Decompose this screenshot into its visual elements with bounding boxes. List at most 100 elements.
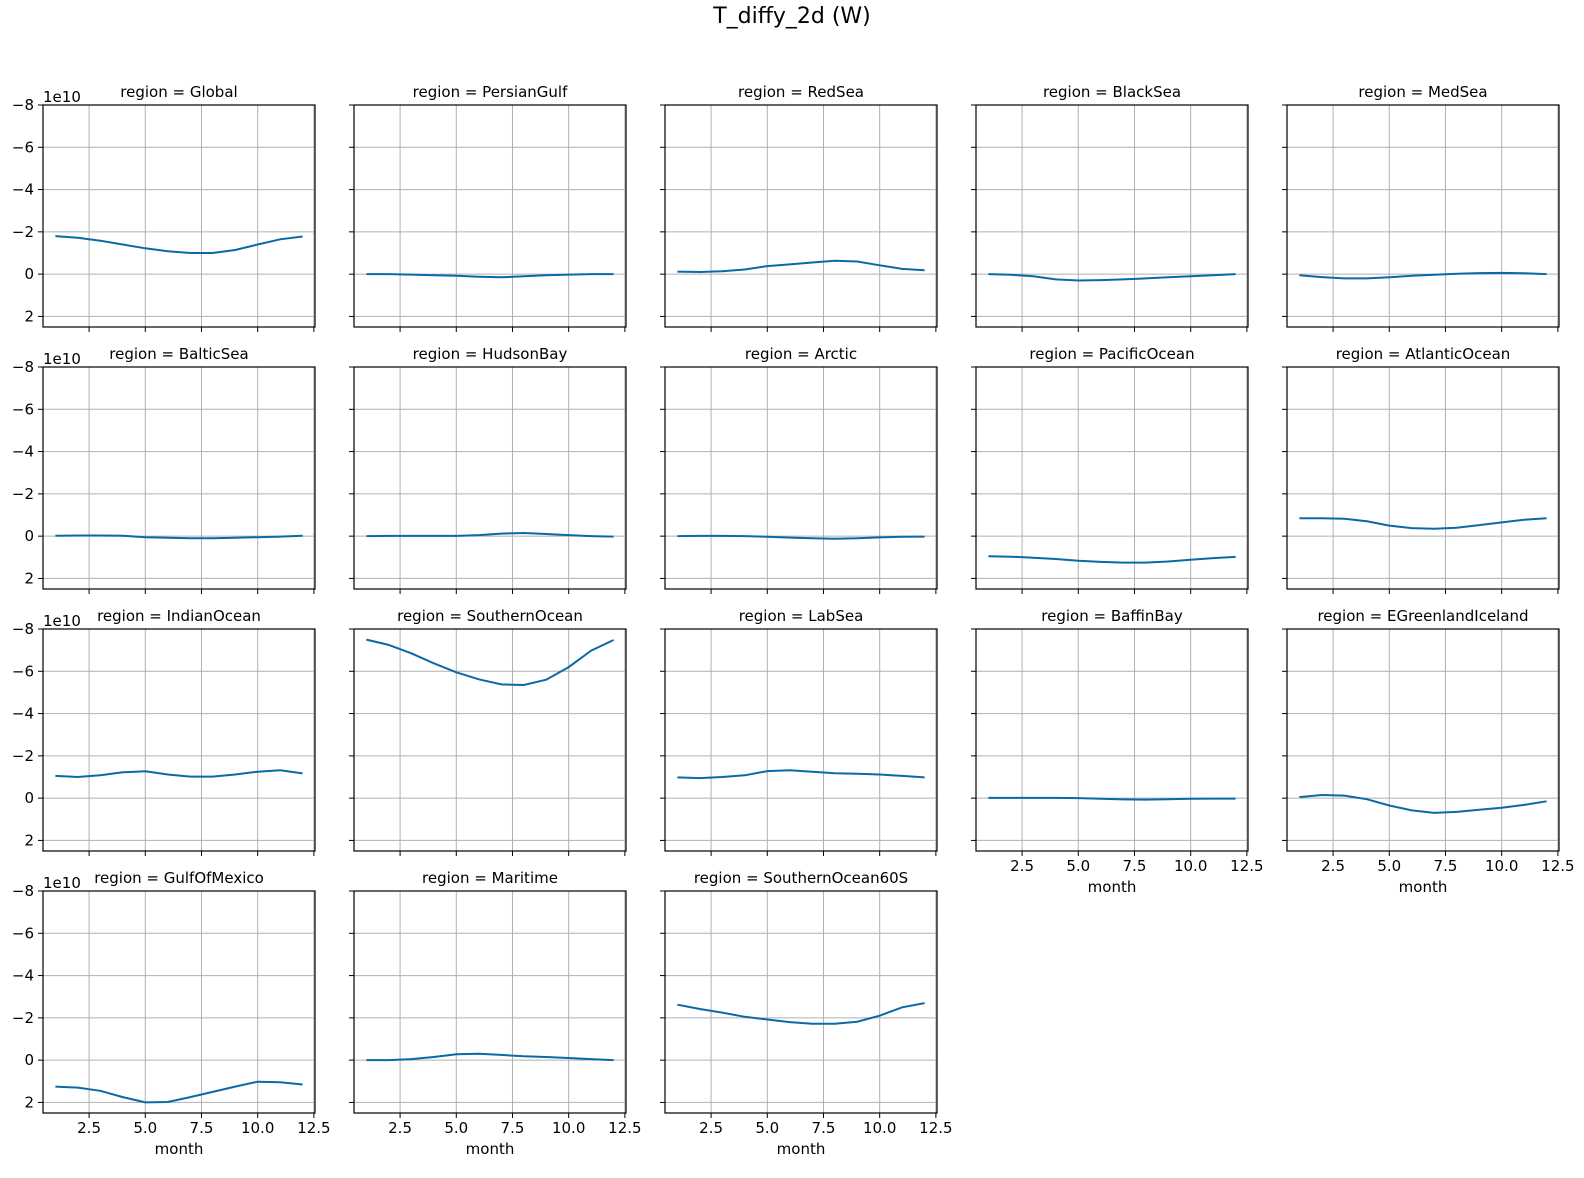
x-tick-label: 7.5 [1123,857,1147,875]
x-axis-label: month [777,1140,826,1158]
y-tick-label: −6 [12,924,34,942]
series-line [366,638,615,687]
y-tick-label: 2 [24,1093,34,1111]
x-tick-label: 12.5 [919,1119,952,1137]
x-axis-label: month [1088,878,1137,896]
axes-frame [1286,104,1560,328]
y-tick-label: −6 [12,400,34,418]
y-tick-label: −8 [12,358,34,376]
x-tick-label: 2.5 [1010,857,1034,875]
x-tick-label: 5.0 [755,1119,779,1137]
x-tick-label: 7.5 [190,1119,214,1137]
panel-title: region = Global [120,83,237,101]
series-line [677,769,925,780]
panel-title: region = PacificOcean [1029,345,1194,363]
x-tick-label: 10.0 [241,1119,274,1137]
y-tick-label: −8 [12,96,34,114]
panel-title: region = MedSea [1358,83,1487,101]
axes-frame [353,890,627,1114]
x-tick-label: 2.5 [699,1119,723,1137]
x-tick-label: 2.5 [388,1119,412,1137]
y-tick-label: 0 [24,789,34,807]
axes-frame [353,104,627,328]
panel-title: region = SouthernOcean [397,607,583,625]
panel-title: region = BaffinBay [1041,607,1183,625]
x-tick-label: 12.5 [1230,857,1263,875]
series-line [988,273,1236,282]
panel-title: region = EGreenlandIceland [1317,607,1528,625]
axes-frame [664,890,938,1114]
panel-title: region = HudsonBay [413,345,568,363]
x-tick-label: 5.0 [133,1119,157,1137]
series-line [988,796,1236,801]
y-tick-label: 2 [24,569,34,587]
y-tick-label: −2 [12,747,34,765]
axes-frame [664,366,938,590]
series-line [988,555,1236,564]
panel-title: region = LabSea [739,607,864,625]
series-line [55,534,303,540]
figure-title: T_diffy_2d (W) [713,4,871,29]
panel-title: region = Maritime [422,869,558,887]
series-line [677,259,925,274]
y-tick-label: −6 [12,138,34,156]
x-tick-label: 5.0 [1377,857,1401,875]
y-tick-label: −4 [12,705,34,723]
series-line [366,273,614,279]
offset-text: 1e10 [43,874,81,892]
y-tick-label: −2 [12,1009,34,1027]
axes-frame [42,366,316,590]
offset-text: 1e10 [43,350,81,368]
x-tick-label: 12.5 [1541,857,1574,875]
series-line [366,1052,614,1062]
y-tick-label: 0 [24,527,34,545]
x-tick-label: 5.0 [444,1119,468,1137]
panel-title: region = BalticSea [109,345,248,363]
y-tick-label: 2 [24,307,34,325]
axes-frame [975,104,1249,328]
panel-title: region = GulfOfMexico [94,869,264,887]
axes-frame [42,104,316,328]
y-tick-label: −4 [12,967,34,985]
series-line [1299,517,1547,530]
panel-title: region = PersianGulf [413,83,568,101]
x-tick-label: 2.5 [1321,857,1345,875]
panel-title: region = IndianOcean [97,607,261,625]
panel-title: region = BlackSea [1043,83,1181,101]
axes-frame [664,628,938,852]
series-line [366,531,614,538]
offset-text: 1e10 [43,612,81,630]
x-tick-label: 2.5 [77,1119,101,1137]
axes-frame [42,890,316,1114]
x-tick-label: 7.5 [812,1119,836,1137]
series-line [55,769,303,779]
x-axis-label: month [155,1140,204,1158]
axes-frame [353,366,627,590]
axes-frame [1286,366,1560,590]
panel-title: region = Arctic [745,345,857,363]
y-tick-label: 2 [24,831,34,849]
panel-title: region = SouthernOcean60S [694,869,908,887]
x-tick-label: 10.0 [552,1119,585,1137]
x-tick-label: 12.5 [297,1119,330,1137]
x-tick-label: 10.0 [863,1119,896,1137]
panel-title: region = AtlanticOcean [1336,345,1511,363]
x-tick-label: 7.5 [1434,857,1458,875]
axes-frame [42,628,316,852]
offset-text: 1e10 [43,88,81,106]
x-tick-label: 5.0 [1066,857,1090,875]
x-axis-label: month [1399,878,1448,896]
y-tick-label: −8 [12,620,34,638]
y-tick-label: −4 [12,443,34,461]
axes-frame [353,628,627,852]
y-tick-label: −8 [12,882,34,900]
x-tick-label: 10.0 [1174,857,1207,875]
axes-frame [664,104,938,328]
axes-frame [975,366,1249,590]
panel-title: region = RedSea [738,83,864,101]
x-tick-label: 10.0 [1485,857,1518,875]
series-line [677,534,925,540]
series-line [55,1080,303,1104]
x-tick-label: 12.5 [608,1119,641,1137]
